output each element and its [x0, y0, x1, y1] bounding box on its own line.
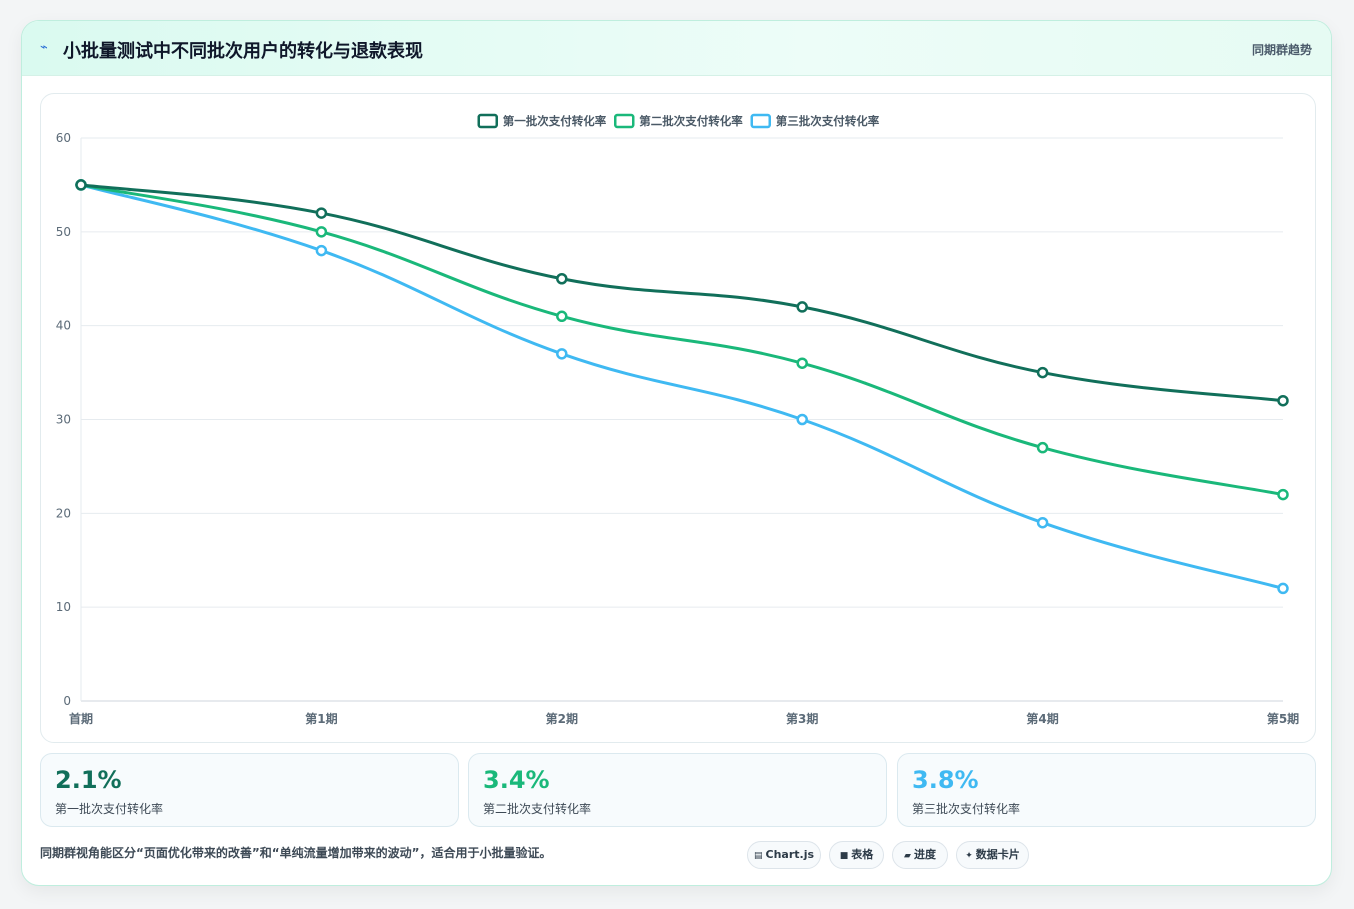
- cohort-trend-link[interactable]: 同期群趋势: [1251, 43, 1312, 57]
- data-point: [796, 357, 808, 369]
- chip-label: 进度: [913, 848, 936, 861]
- stat-value: 3.4%: [483, 766, 550, 794]
- data-point: [556, 310, 568, 323]
- stat-value: 2.1%: [55, 766, 122, 794]
- line-chart: 0 10 20 30 40 50 60 首期 第1期 第2期 第3期 第4期 第5期 第一批次支付转化率 第…: [56, 113, 1299, 726]
- dashboard-card: ⌁ 小批量测试中不同批次用户的转化与退款表现 同期群趋势 0 10 20 30 40 50…: [21, 20, 1332, 886]
- table-icon: ■: [839, 851, 849, 861]
- chip-progress[interactable]: ▰ 进度: [892, 841, 948, 869]
- data-point: [556, 273, 568, 285]
- y-tick-label: 50: [56, 225, 71, 239]
- chip-label: Chart.js: [765, 848, 815, 861]
- legend-swatch: [614, 113, 635, 129]
- chart-panel: 0 10 20 30 40 50 60 首期 第1期 第2期 第3期 第4期 第5期 第一批次支付转化率 第…: [40, 93, 1316, 743]
- data-point: [315, 244, 328, 257]
- data-point: [1277, 394, 1289, 407]
- y-tick-label: 10: [56, 600, 71, 614]
- legend-swatch: [477, 113, 498, 129]
- series-line: [79, 183, 1285, 403]
- y-tick-label: 60: [56, 131, 71, 145]
- y-tick-label: 30: [56, 413, 71, 427]
- x-tick-label: 第4期: [1026, 711, 1058, 726]
- data-point: [796, 413, 808, 426]
- data-point: [315, 226, 328, 238]
- sparkle-icon: ✦: [965, 851, 973, 861]
- data-point: [1277, 488, 1289, 501]
- card-header: ⌁ 小批量测试中不同批次用户的转化与退款表现 同期群趋势: [22, 21, 1331, 76]
- y-tick-label: 40: [56, 319, 71, 333]
- chip-label: 表格: [851, 848, 874, 861]
- x-tick-label: 第1期: [305, 711, 337, 726]
- lightning-icon: ⌁: [40, 40, 48, 55]
- data-point: [1036, 441, 1049, 454]
- legend-label: 第一批次支付转化率: [503, 114, 607, 128]
- data-point: [1036, 366, 1049, 379]
- series-line: [79, 183, 1285, 497]
- legend-label: 第二批次支付转化率: [639, 114, 743, 128]
- x-tick-label: 第2期: [546, 711, 578, 726]
- progress-icon: ▰: [904, 851, 911, 861]
- series-line: [79, 183, 1285, 590]
- chip-chartjs[interactable]: ▤ Chart.js: [747, 841, 821, 869]
- legend-label: 第三批次支付转化率: [776, 114, 880, 128]
- y-tick-label: 20: [56, 506, 71, 520]
- data-point: [1277, 582, 1289, 595]
- chip-data-card[interactable]: ✦ 数据卡片: [956, 841, 1029, 869]
- y-tick-label: 0: [63, 694, 71, 708]
- stat-value: 3.8%: [912, 766, 979, 794]
- footnote: 同期群视角能区分“页面优化带来的改善”和“单纯流量增加带来的波动”，适合用于小批…: [40, 846, 552, 860]
- stat-label: 第一批次支付转化率: [55, 802, 164, 816]
- chip-table[interactable]: ■ 表格: [829, 841, 884, 869]
- legend-swatch: [750, 113, 771, 129]
- data-point: [556, 348, 568, 360]
- data-point: [1036, 516, 1049, 529]
- stat-label: 第三批次支付转化率: [912, 802, 1021, 816]
- stat-card-batch-3: 3.8% 第三批次支付转化率: [897, 753, 1316, 827]
- chip-label: 数据卡片: [975, 848, 1020, 861]
- x-tick-label: 第5期: [1267, 711, 1299, 726]
- stat-card-batch-1: 2.1% 第一批次支付转化率: [40, 753, 459, 827]
- data-point: [315, 207, 328, 219]
- card-title: 小批量测试中不同批次用户的转化与退款表现: [63, 41, 423, 62]
- chart-icon: ▤: [753, 851, 763, 861]
- data-point: [75, 179, 87, 191]
- x-tick-label: 第3期: [786, 711, 818, 726]
- stat-card-batch-2: 3.4% 第二批次支付转化率: [468, 753, 887, 827]
- data-point: [796, 301, 808, 313]
- stat-label: 第二批次支付转化率: [483, 802, 592, 816]
- x-tick-label: 首期: [69, 711, 93, 726]
